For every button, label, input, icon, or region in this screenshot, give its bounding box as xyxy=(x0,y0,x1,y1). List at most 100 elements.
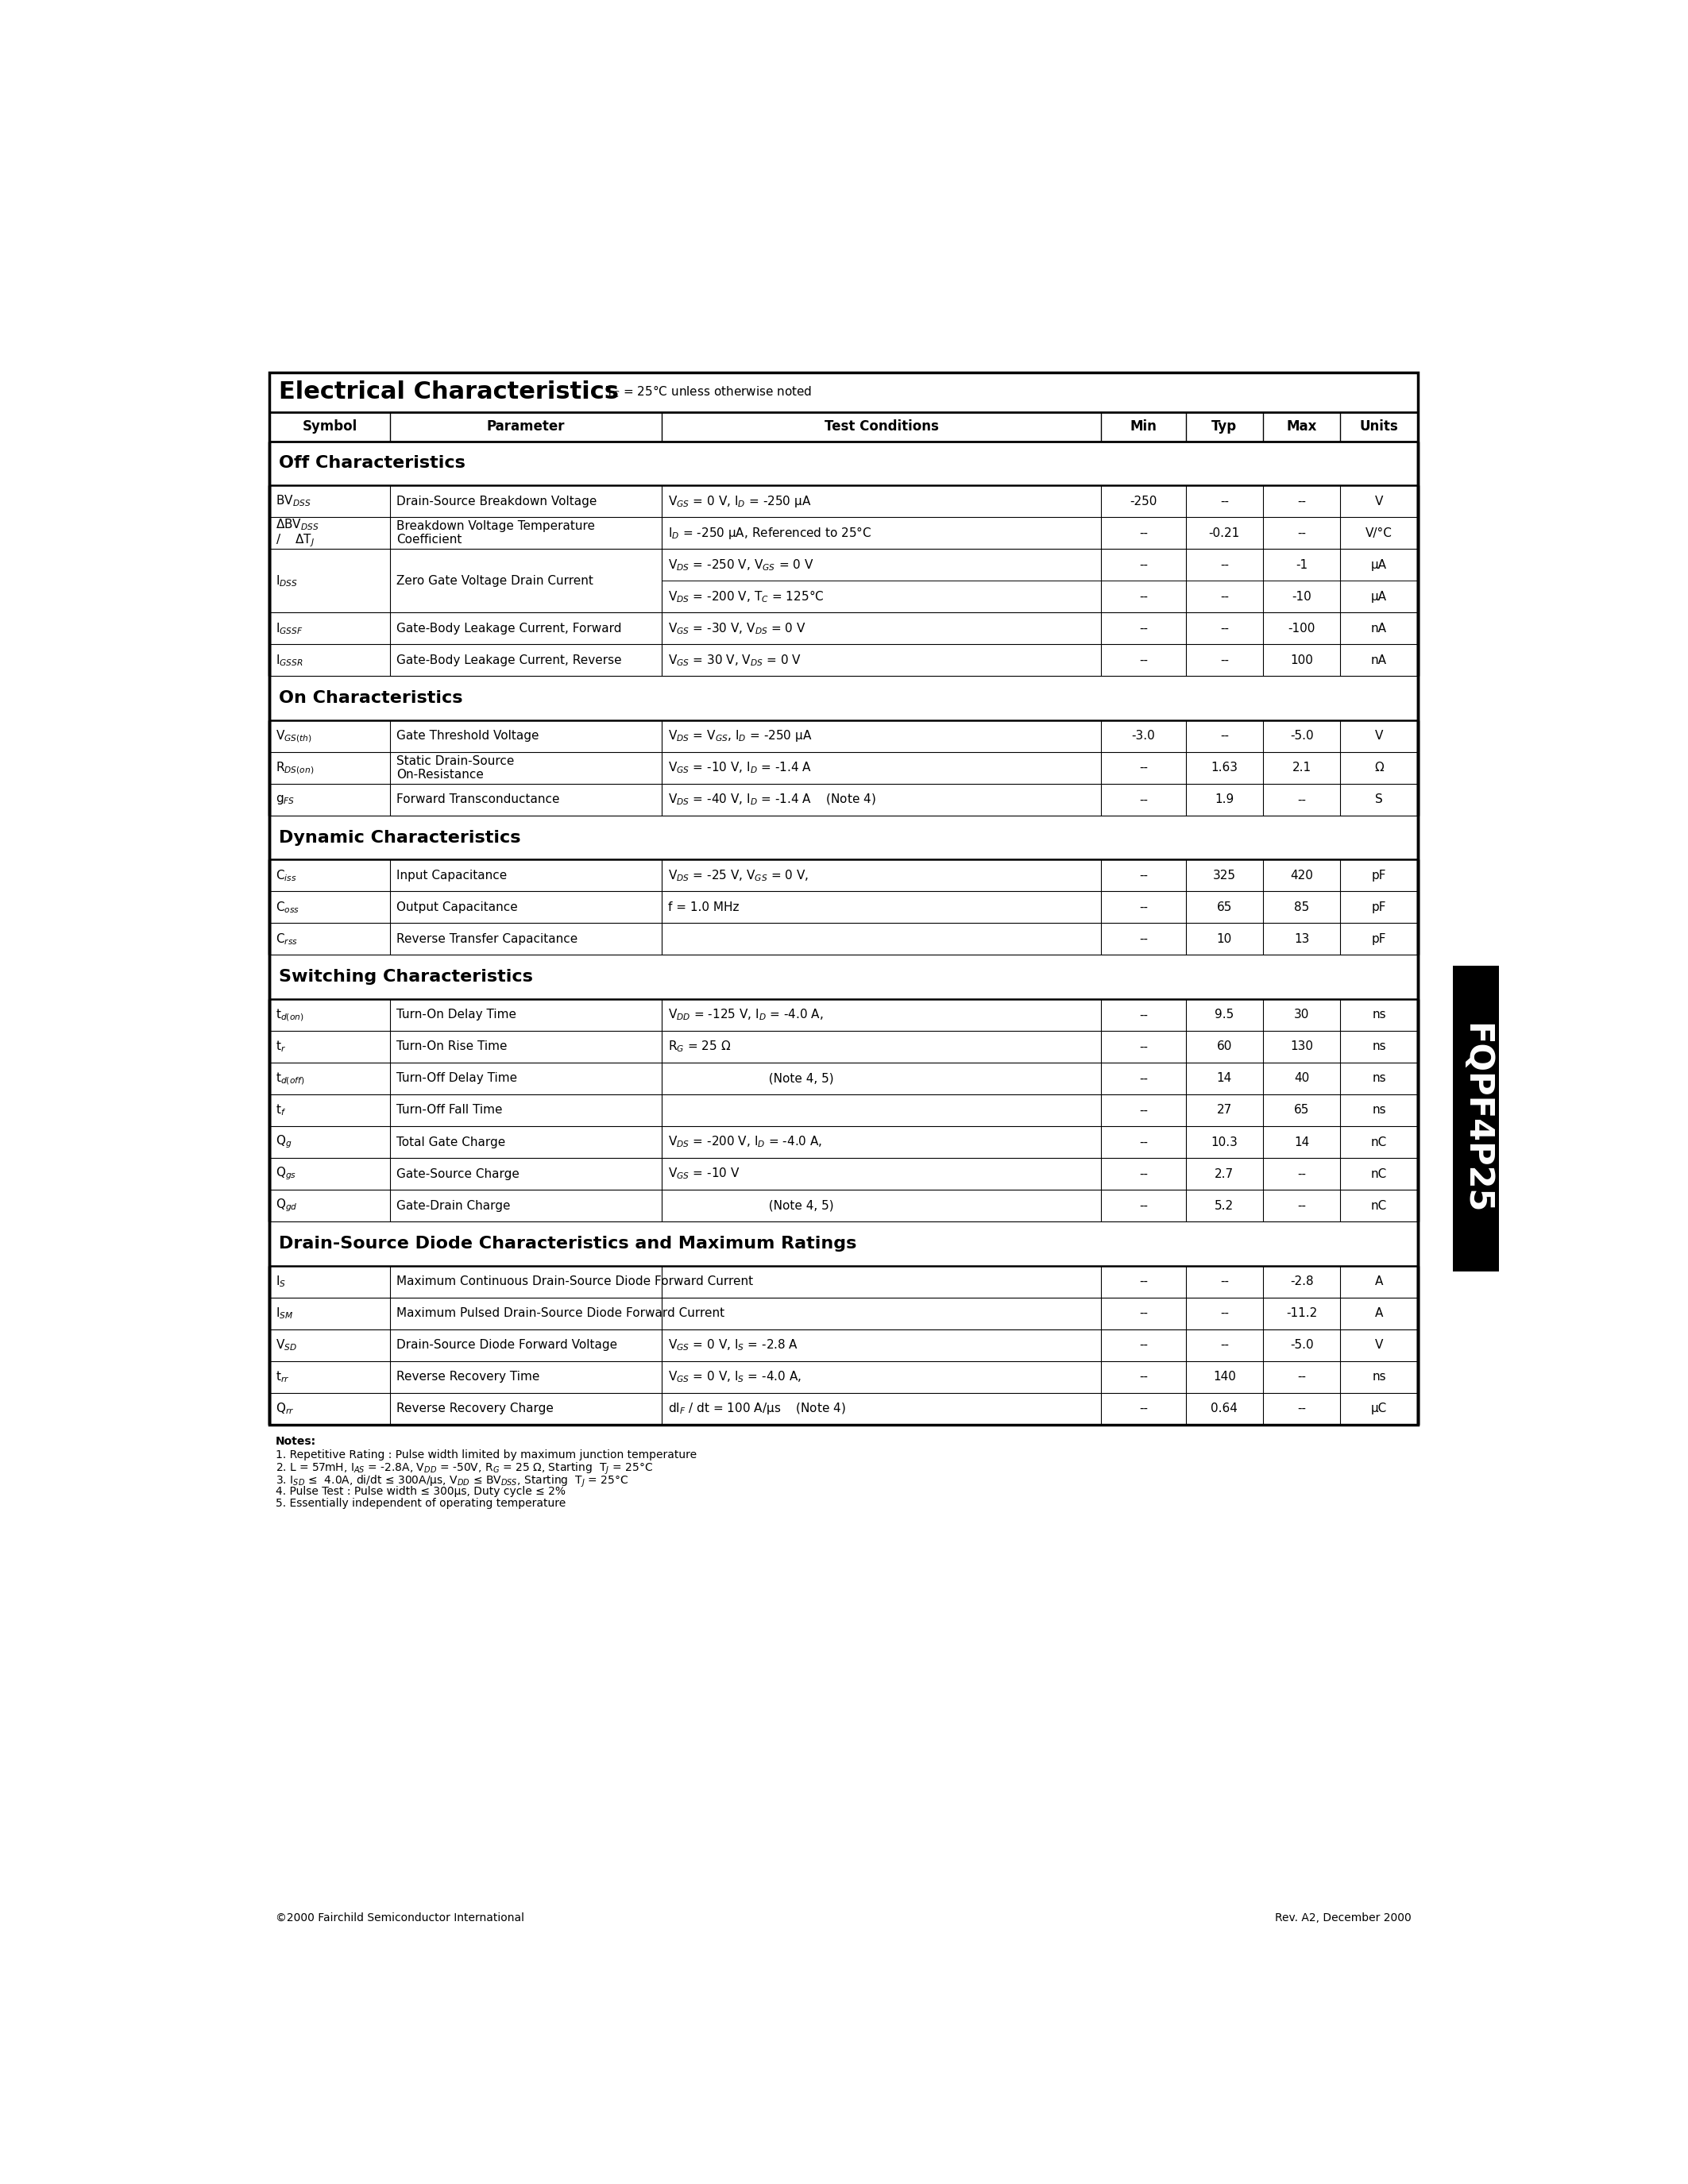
Text: V$_{DS}$ = -25 V, V$_{GS}$ = 0 V,: V$_{DS}$ = -25 V, V$_{GS}$ = 0 V, xyxy=(668,867,809,882)
Text: 1.9: 1.9 xyxy=(1215,793,1234,806)
Text: --: -- xyxy=(1298,1402,1307,1415)
Text: --: -- xyxy=(1139,1136,1148,1149)
Text: Parameter: Parameter xyxy=(486,419,565,435)
Text: R$_G$ = 25 Ω: R$_G$ = 25 Ω xyxy=(668,1040,731,1055)
Text: 65: 65 xyxy=(1217,902,1232,913)
Text: V$_{SD}$: V$_{SD}$ xyxy=(275,1337,297,1352)
Text: pF: pF xyxy=(1372,902,1386,913)
Text: 100: 100 xyxy=(1290,655,1313,666)
Text: --: -- xyxy=(1220,622,1229,633)
Text: --: -- xyxy=(1139,933,1148,946)
Text: -5.0: -5.0 xyxy=(1290,729,1313,743)
Text: 2. L = 57mH, I$_{AS}$ = -2.8A, V$_{DD}$ = -50V, R$_G$ = 25 Ω, Starting  T$_J$ = : 2. L = 57mH, I$_{AS}$ = -2.8A, V$_{DD}$ … xyxy=(275,1461,653,1476)
Text: μA: μA xyxy=(1371,590,1388,603)
Text: --: -- xyxy=(1139,1042,1148,1053)
Text: nC: nC xyxy=(1371,1168,1388,1179)
Text: Q$_{gd}$: Q$_{gd}$ xyxy=(275,1197,297,1214)
Text: t$_{rr}$: t$_{rr}$ xyxy=(275,1369,290,1385)
Text: A: A xyxy=(1374,1275,1382,1286)
Text: On Characteristics: On Characteristics xyxy=(279,690,463,705)
Text: Drain-Source Diode Forward Voltage: Drain-Source Diode Forward Voltage xyxy=(397,1339,618,1352)
Text: --: -- xyxy=(1298,1168,1307,1179)
Text: --: -- xyxy=(1139,590,1148,603)
Bar xyxy=(1453,965,1499,1271)
Text: V$_{GS}$ = 0 V, I$_S$ = -4.0 A,: V$_{GS}$ = 0 V, I$_S$ = -4.0 A, xyxy=(668,1369,802,1385)
Text: --: -- xyxy=(1220,729,1229,743)
Text: I$_{GSSF}$: I$_{GSSF}$ xyxy=(275,620,304,636)
Text: pF: pF xyxy=(1372,869,1386,882)
Text: ns: ns xyxy=(1372,1009,1386,1020)
Text: Gate-Body Leakage Current, Reverse: Gate-Body Leakage Current, Reverse xyxy=(397,655,621,666)
Text: /    ΔT$_J$: / ΔT$_J$ xyxy=(275,533,314,548)
Text: V$_{DS}$ = -200 V, I$_{D}$ = -4.0 A,: V$_{DS}$ = -200 V, I$_{D}$ = -4.0 A, xyxy=(668,1136,822,1149)
Text: Input Capacitance: Input Capacitance xyxy=(397,869,506,882)
Text: μA: μA xyxy=(1371,559,1388,570)
Text: Drain-Source Diode Characteristics and Maximum Ratings: Drain-Source Diode Characteristics and M… xyxy=(279,1236,856,1251)
Text: --: -- xyxy=(1220,1308,1229,1319)
Text: Notes:: Notes: xyxy=(275,1435,316,1446)
Text: μC: μC xyxy=(1371,1402,1388,1415)
Text: C$_{iss}$: C$_{iss}$ xyxy=(275,867,297,882)
Text: 10.3: 10.3 xyxy=(1210,1136,1237,1149)
Text: 14: 14 xyxy=(1295,1136,1310,1149)
Text: V$_{DS}$ = -40 V, I$_{D}$ = -1.4 A    (Note 4): V$_{DS}$ = -40 V, I$_{D}$ = -1.4 A (Note… xyxy=(668,793,876,806)
Text: -250: -250 xyxy=(1129,496,1158,507)
Text: --: -- xyxy=(1139,1009,1148,1020)
Text: ns: ns xyxy=(1372,1042,1386,1053)
Text: Switching Characteristics: Switching Characteristics xyxy=(279,970,533,985)
Text: FQPF4P25: FQPF4P25 xyxy=(1460,1022,1492,1214)
Text: V/°C: V/°C xyxy=(1366,526,1393,539)
Text: 1. Repetitive Rating : Pulse width limited by maximum junction temperature: 1. Repetitive Rating : Pulse width limit… xyxy=(275,1448,697,1461)
Text: --: -- xyxy=(1139,1072,1148,1085)
Text: V$_{GS}$ = 30 V, V$_{DS}$ = 0 V: V$_{GS}$ = 30 V, V$_{DS}$ = 0 V xyxy=(668,653,802,668)
Text: 10: 10 xyxy=(1217,933,1232,946)
Text: --: -- xyxy=(1139,902,1148,913)
Text: t$_r$: t$_r$ xyxy=(275,1040,285,1055)
Text: Min: Min xyxy=(1129,419,1156,435)
Text: C$_{rss}$: C$_{rss}$ xyxy=(275,933,299,946)
Text: --: -- xyxy=(1139,1339,1148,1352)
Text: Total Gate Charge: Total Gate Charge xyxy=(397,1136,505,1149)
Text: Gate-Source Charge: Gate-Source Charge xyxy=(397,1168,520,1179)
Text: Gate-Body Leakage Current, Forward: Gate-Body Leakage Current, Forward xyxy=(397,622,621,633)
Text: nA: nA xyxy=(1371,655,1388,666)
Text: V$_{GS}$ = 0 V, I$_{D}$ = -250 μA: V$_{GS}$ = 0 V, I$_{D}$ = -250 μA xyxy=(668,494,812,509)
Text: --: -- xyxy=(1139,622,1148,633)
Text: Turn-Off Delay Time: Turn-Off Delay Time xyxy=(397,1072,517,1085)
Text: 9.5: 9.5 xyxy=(1215,1009,1234,1020)
Text: I$_{D}$ = -250 μA, Referenced to 25°C: I$_{D}$ = -250 μA, Referenced to 25°C xyxy=(668,524,871,542)
Text: Coefficient: Coefficient xyxy=(397,533,463,546)
Text: Static Drain-Source: Static Drain-Source xyxy=(397,756,515,767)
Text: t$_f$: t$_f$ xyxy=(275,1103,287,1118)
Text: --: -- xyxy=(1139,1372,1148,1382)
Text: 40: 40 xyxy=(1295,1072,1310,1085)
Text: I$_{DSS}$: I$_{DSS}$ xyxy=(275,572,297,587)
Text: Gate Threshold Voltage: Gate Threshold Voltage xyxy=(397,729,538,743)
Text: Breakdown Voltage Temperature: Breakdown Voltage Temperature xyxy=(397,520,594,533)
Text: ©2000 Fairchild Semiconductor International: ©2000 Fairchild Semiconductor Internatio… xyxy=(275,1913,525,1924)
Text: nC: nC xyxy=(1371,1136,1388,1149)
Text: (Note 4, 5): (Note 4, 5) xyxy=(668,1072,834,1085)
Text: --: -- xyxy=(1298,1199,1307,1212)
Text: R$_{DS(on)}$: R$_{DS(on)}$ xyxy=(275,760,314,775)
Text: --: -- xyxy=(1220,1275,1229,1286)
Text: --: -- xyxy=(1139,559,1148,570)
Text: Output Capacitance: Output Capacitance xyxy=(397,902,518,913)
Text: 420: 420 xyxy=(1290,869,1313,882)
Text: Q$_g$: Q$_g$ xyxy=(275,1133,292,1151)
Text: --: -- xyxy=(1298,496,1307,507)
Text: f = 1.0 MHz: f = 1.0 MHz xyxy=(668,902,739,913)
Text: --: -- xyxy=(1220,496,1229,507)
Text: t$_{d(off)}$: t$_{d(off)}$ xyxy=(275,1070,304,1085)
Text: V$_{DD}$ = -125 V, I$_{D}$ = -4.0 A,: V$_{DD}$ = -125 V, I$_{D}$ = -4.0 A, xyxy=(668,1007,824,1022)
Text: --: -- xyxy=(1139,1105,1148,1116)
Text: 325: 325 xyxy=(1212,869,1236,882)
Text: Typ: Typ xyxy=(1212,419,1237,435)
Text: --: -- xyxy=(1139,869,1148,882)
Text: 14: 14 xyxy=(1217,1072,1232,1085)
Text: On-Resistance: On-Resistance xyxy=(397,769,483,780)
Text: 4. Pulse Test : Pulse width ≤ 300μs, Duty cycle ≤ 2%: 4. Pulse Test : Pulse width ≤ 300μs, Dut… xyxy=(275,1485,565,1496)
Text: V: V xyxy=(1374,496,1382,507)
Bar xyxy=(270,371,1418,1424)
Text: --: -- xyxy=(1298,793,1307,806)
